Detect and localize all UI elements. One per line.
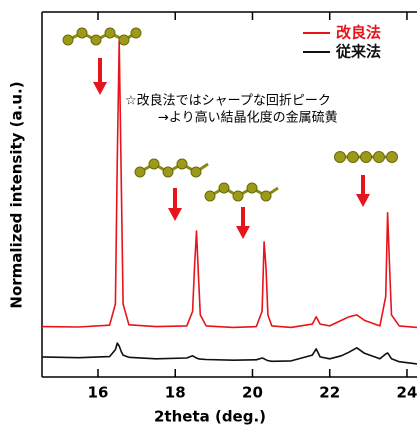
- annotation: →より高い結晶化度の金属硫黄: [158, 110, 338, 126]
- x-tick-label: 16: [88, 384, 109, 402]
- chart: ☆改良法ではシャープな回折ピーク →より高い結晶化度の金属硫黄 2theta (…: [0, 0, 417, 430]
- y-axis-label: Normalized intensity (a.u.): [8, 81, 26, 308]
- data-line: [42, 343, 417, 364]
- arrows: [93, 58, 370, 239]
- x-axis-label: 2theta (deg.): [154, 408, 266, 426]
- annotation: ☆改良法ではシャープな回折ピーク: [125, 93, 331, 109]
- legend-label: 改良法: [336, 24, 381, 42]
- x-tick-label: 24: [397, 384, 417, 402]
- x-tick-label: 22: [319, 384, 340, 402]
- x-tick-label: 18: [165, 384, 186, 402]
- x-tick-label: 20: [242, 384, 263, 402]
- legend-label: 従来法: [335, 43, 381, 61]
